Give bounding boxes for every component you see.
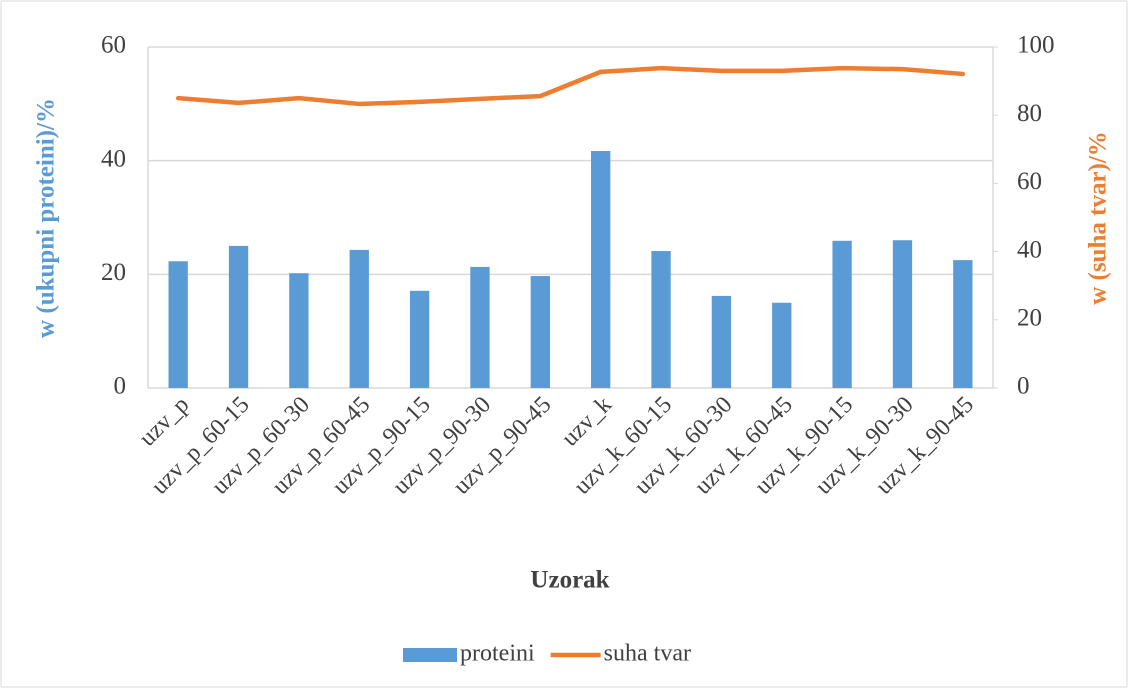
y2-tick-label: 40 [1017, 236, 1042, 263]
bar [591, 151, 611, 388]
y2-axis-label: w (suha tvar)/% [1085, 131, 1112, 305]
y2-tick-label: 60 [1017, 168, 1042, 195]
bar [289, 273, 309, 388]
y2-tick-label: 80 [1017, 100, 1042, 127]
bar [409, 290, 430, 388]
bar [832, 240, 852, 388]
x-axis-label: Uzorak [530, 567, 609, 594]
line [175, 65, 966, 107]
y2-tick-label: 100 [1017, 32, 1055, 59]
bar [772, 302, 792, 388]
bar [651, 251, 671, 388]
legend-label: suha tvar [604, 641, 691, 667]
y-tick-label: 0 [114, 373, 127, 400]
y2-tick-label: 20 [1017, 305, 1042, 332]
legend-label: proteini [460, 641, 535, 667]
y-tick-label: 60 [101, 32, 126, 59]
bar [892, 240, 913, 388]
y2-tick-label: 0 [1017, 373, 1030, 400]
bar [168, 261, 188, 388]
bar [953, 260, 973, 388]
legend-swatch [403, 648, 457, 662]
bar [711, 295, 732, 388]
bar [530, 276, 550, 388]
y-tick-label: 40 [101, 145, 126, 172]
y-axis-label: w (ukupni proteini)/% [33, 98, 60, 338]
bar [470, 266, 490, 388]
bar [349, 249, 369, 388]
bar [228, 245, 249, 388]
y-tick-label: 20 [101, 259, 126, 286]
